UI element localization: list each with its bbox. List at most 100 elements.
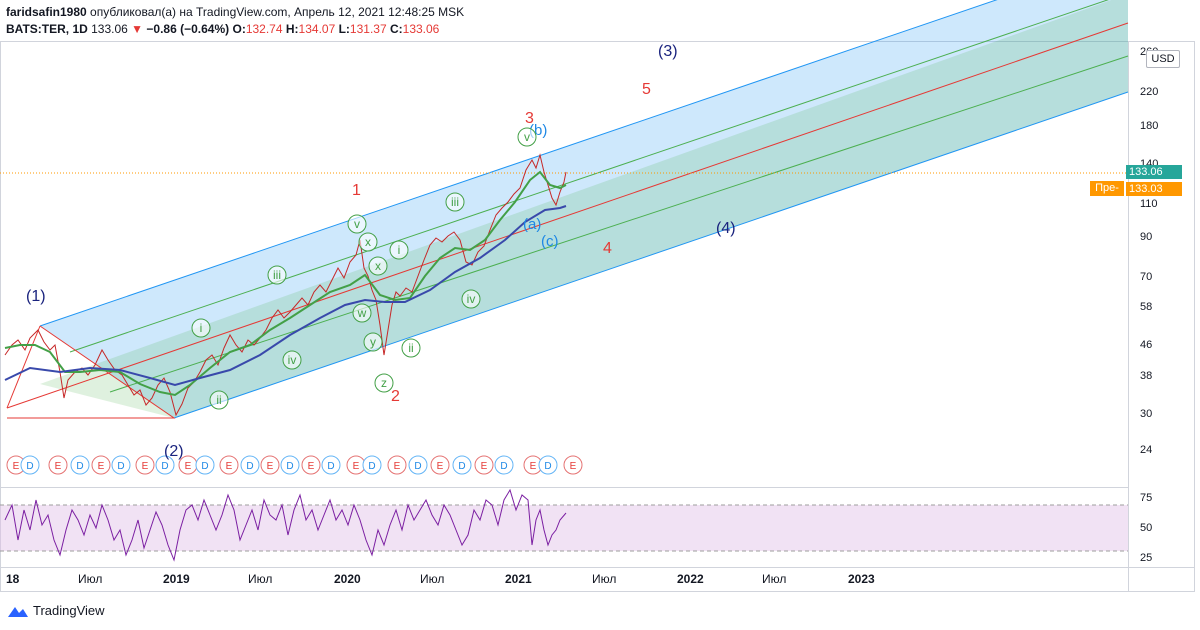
brand-name: TradingView [33,603,105,618]
wave-label-green[interactable]: x [375,259,381,273]
wave-label-green[interactable]: x [365,235,371,249]
event-letter: D [368,461,375,472]
wave-circle [363,332,383,352]
earnings-marker[interactable]: E [260,455,280,475]
earnings-marker[interactable]: E [387,455,407,475]
publish-text: опубликовал(а) на TradingView.com, Апрел… [86,5,465,19]
earnings-marker[interactable]: E [346,455,366,475]
dividend-marker[interactable]: D [195,455,215,475]
rsi-tick: 50 [1140,522,1152,534]
wave-label-green[interactable]: iii [273,268,281,282]
wave-circle [282,350,302,370]
event-letter: E [308,461,315,472]
wave-label-green[interactable]: iii [451,195,459,209]
event-circle [563,455,583,475]
down-arrow-icon: ▼ [131,22,144,36]
wave-label-green[interactable]: v [354,217,360,231]
wave-label-red[interactable]: 5 [642,81,651,98]
wave-circle [517,127,537,147]
dividend-marker[interactable]: D [155,455,175,475]
dividend-marker[interactable]: D [111,455,131,475]
event-circle [155,455,175,475]
wave-label-blue[interactable]: (c) [541,233,559,250]
wave-circle [209,390,229,410]
wave-label-navy[interactable]: (2) [164,443,184,460]
time-tick: Июл [762,572,786,586]
premarket-label: Пре- [1090,181,1124,196]
dividend-marker[interactable]: D [362,455,382,475]
close-value: 133.06 [402,22,440,36]
earnings-marker[interactable]: E [474,455,494,475]
earnings-marker[interactable]: E [219,455,239,475]
wave-label-green[interactable]: z [381,376,387,390]
event-letter: E [481,461,488,472]
event-letter: D [500,461,507,472]
channel-bottom-line [173,91,1129,419]
dividend-marker[interactable]: D [280,455,300,475]
wave-label-green[interactable]: ii [216,393,221,407]
dividend-marker[interactable]: D [538,455,558,475]
wave-label-navy[interactable]: (3) [658,43,678,60]
price-tick: 70 [1140,271,1152,283]
wave-label-green[interactable]: iv [288,353,297,367]
wave-label-red[interactable]: 3 [525,110,534,127]
wave-label-blue[interactable]: (a) [523,216,541,233]
earnings-marker[interactable]: E [563,455,583,475]
event-letter: E [437,461,444,472]
wave-label-green[interactable]: i [200,321,203,335]
event-letter: D [26,461,33,472]
wave-label-red[interactable]: 4 [603,240,612,257]
channel-inner-bottom [109,55,1129,393]
dividend-marker[interactable]: D [70,455,90,475]
wave-label-green[interactable]: iv [467,292,476,306]
event-letter: D [76,461,83,472]
dividend-marker[interactable]: D [452,455,472,475]
event-letter: E [267,461,274,472]
wave-label-navy[interactable]: (4) [716,220,736,237]
dividend-marker[interactable]: D [240,455,260,475]
symbol-name[interactable]: BATS:TER, 1D [6,22,88,36]
event-letter: E [570,461,577,472]
dividend-marker[interactable]: D [20,455,40,475]
time-tick: Июл [592,572,616,586]
earnings-marker[interactable]: E [135,455,155,475]
wave-label-green[interactable]: i [398,243,401,257]
dividend-marker[interactable]: D [321,455,341,475]
earnings-marker[interactable]: E [91,455,111,475]
event-circle [20,455,40,475]
event-letter: E [55,461,62,472]
price-tick: 46 [1140,339,1152,351]
dividend-marker[interactable]: D [408,455,428,475]
channel-inner-top [69,0,1109,353]
wave-label-green[interactable]: w [357,306,367,320]
dividend-marker[interactable]: D [494,455,514,475]
last-price: 133.06 [91,22,128,36]
wave-circle [374,373,394,393]
wave-label-green[interactable]: ii [408,341,413,355]
wave-label-red[interactable]: 2 [391,388,400,405]
time-tick: 2019 [163,572,190,586]
low-value: 131.37 [349,22,387,36]
time-tick: Июл [420,572,444,586]
open-label: O: [232,22,246,36]
time-tick: Июл [248,572,272,586]
wave-circle [389,240,409,260]
wave-label-green[interactable]: y [370,335,376,349]
wave-label-green[interactable]: v [524,130,530,144]
earnings-marker[interactable]: E [301,455,321,475]
earnings-marker[interactable]: E [430,455,450,475]
event-circle [474,455,494,475]
author-name[interactable]: faridsafin1980 [6,5,87,19]
footer-brand[interactable]: TradingView [7,603,105,618]
wave-label-red[interactable]: 1 [352,182,361,199]
earnings-marker[interactable]: E [48,455,68,475]
event-letter: D [414,461,421,472]
price-series [4,153,567,417]
price-change: −0.86 (−0.64%) [146,22,230,36]
currency-button[interactable]: USD [1146,50,1180,68]
price-tick: 110 [1140,198,1158,210]
event-letter: E [185,461,192,472]
channel-top-line [39,0,998,327]
wave-label-navy[interactable]: (1) [26,288,46,305]
